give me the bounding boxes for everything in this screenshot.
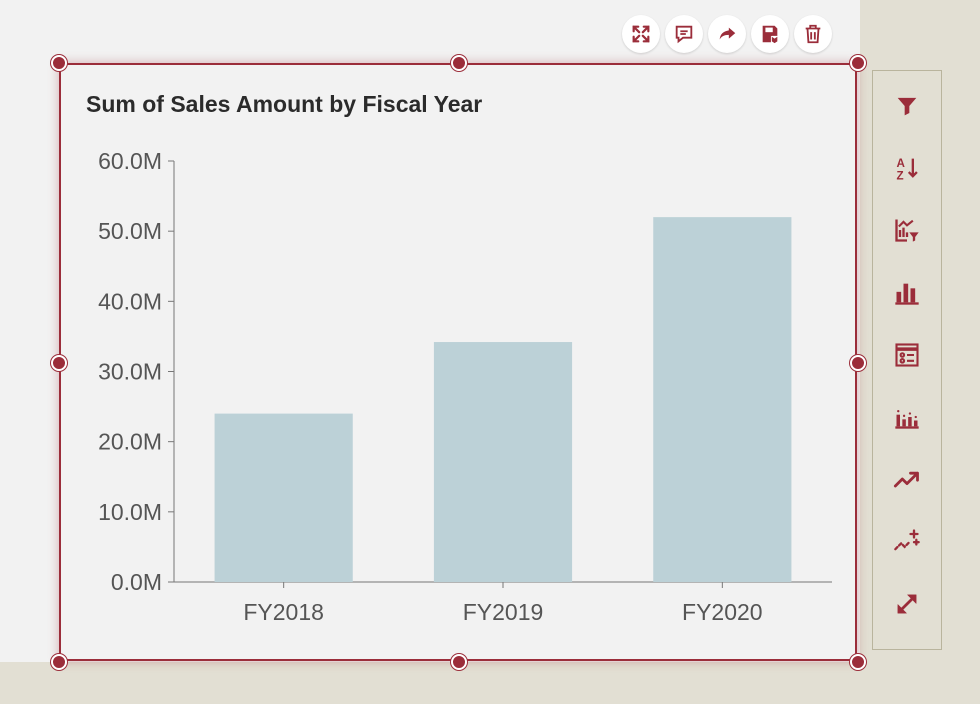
resize-handle-bottom[interactable] bbox=[451, 654, 467, 670]
sort-button[interactable]: A Z bbox=[889, 151, 925, 185]
y-tick-label: 50.0M bbox=[98, 218, 162, 244]
resize-handle-left[interactable] bbox=[51, 355, 67, 371]
filter-icon bbox=[897, 97, 917, 116]
bar-fy2018 bbox=[214, 413, 353, 582]
y-tick-label: 60.0M bbox=[98, 148, 162, 174]
bar-chart: 0.0M 10.0M 20.0M 30.0M 40.0M 50.0M 60.0M FY2018… bbox=[98, 148, 832, 625]
chart-filter-icon bbox=[895, 219, 919, 242]
svg-text:A: A bbox=[897, 157, 906, 170]
x-tick-label: FY2019 bbox=[463, 599, 544, 625]
y-tick-label: 30.0M bbox=[98, 359, 162, 385]
chart-title: Sum of Sales Amount by Fiscal Year bbox=[86, 91, 483, 117]
resize-handle-top[interactable] bbox=[451, 55, 467, 71]
visual-action-bar bbox=[622, 15, 832, 53]
sparkle-trend-icon bbox=[894, 529, 920, 551]
sort-az-icon: A Z bbox=[897, 157, 918, 182]
resize-handle-bottom-right[interactable] bbox=[850, 654, 866, 670]
chart-filter-button[interactable] bbox=[889, 213, 925, 247]
comment-button[interactable] bbox=[665, 15, 703, 53]
visual-side-toolbar: A Z bbox=[872, 70, 942, 650]
format-list-icon bbox=[895, 343, 919, 367]
filter-button[interactable] bbox=[889, 89, 925, 123]
comment-icon bbox=[675, 25, 693, 44]
y-tick-label: 40.0M bbox=[98, 288, 162, 314]
share-button[interactable] bbox=[708, 15, 746, 53]
trend-button[interactable] bbox=[889, 462, 925, 496]
dotted-bar-chart-icon bbox=[895, 409, 919, 429]
resize-handle-top-left[interactable] bbox=[51, 55, 67, 71]
resize-handle-right[interactable] bbox=[850, 355, 866, 371]
bar-fy2019 bbox=[433, 342, 573, 582]
y-tick-label: 20.0M bbox=[98, 429, 162, 455]
focus-mode-button[interactable] bbox=[622, 15, 660, 53]
diagonal-resize-icon bbox=[897, 594, 917, 613]
x-tick-label: FY2020 bbox=[682, 599, 763, 625]
save-button[interactable] bbox=[751, 15, 789, 53]
trend-line-icon bbox=[893, 471, 919, 488]
y-tick-label: 0.0M bbox=[111, 569, 162, 595]
svg-text:Z: Z bbox=[897, 170, 904, 182]
delete-button[interactable] bbox=[794, 15, 832, 53]
y-tick-label: 10.0M bbox=[98, 499, 162, 525]
bar-fy2020 bbox=[653, 217, 792, 582]
bar-chart-icon bbox=[895, 283, 919, 305]
chart-visual[interactable]: Sum of Sales Amount by Fiscal Year 0.0M 1… bbox=[59, 63, 857, 661]
x-tick-label: FY2018 bbox=[243, 599, 324, 625]
chart-options-button[interactable] bbox=[889, 400, 925, 434]
resize-button[interactable] bbox=[889, 587, 925, 621]
resize-handle-bottom-left[interactable] bbox=[51, 654, 67, 670]
format-button[interactable] bbox=[889, 338, 925, 372]
trash-icon bbox=[805, 24, 821, 44]
resize-handle-top-right[interactable] bbox=[850, 55, 866, 71]
save-icon bbox=[762, 25, 779, 44]
expand-arrows-icon bbox=[632, 25, 650, 43]
insights-button[interactable] bbox=[889, 525, 925, 559]
chart-type-button[interactable] bbox=[889, 276, 925, 310]
share-arrow-icon bbox=[719, 27, 736, 40]
